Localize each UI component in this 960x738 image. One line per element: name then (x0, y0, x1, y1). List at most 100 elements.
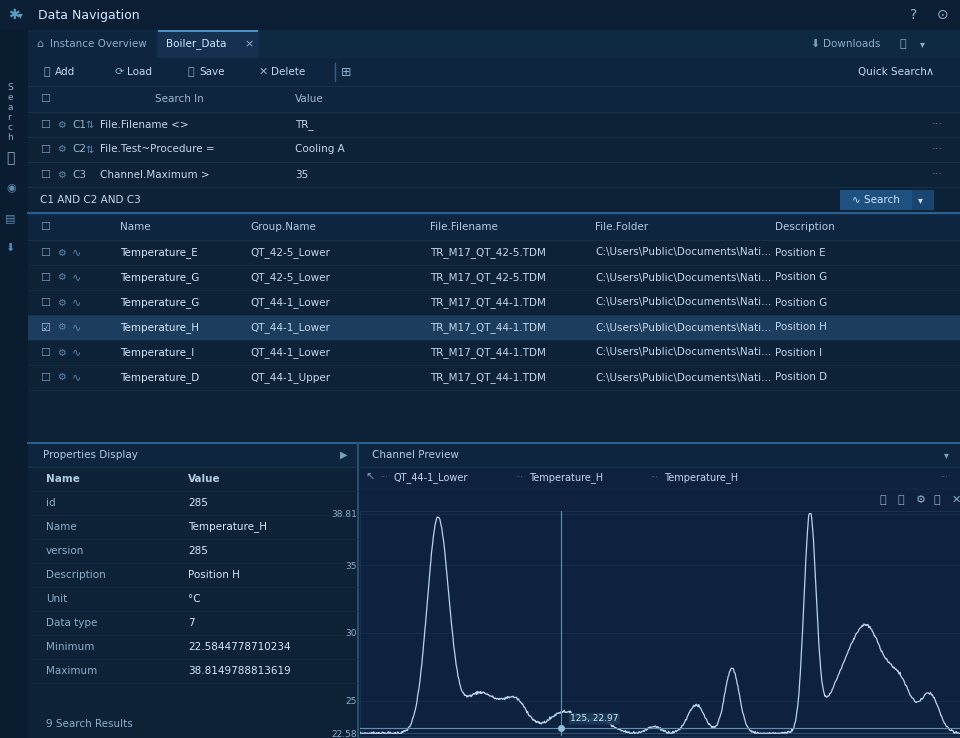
Text: °C: °C (188, 594, 201, 604)
Bar (28, 86, 960, 112)
Text: ∿: ∿ (72, 323, 82, 333)
Text: Temperature_H: Temperature_H (188, 522, 267, 532)
Text: ···: ··· (932, 145, 943, 154)
Text: Search In: Search In (155, 94, 204, 104)
Text: QT_44-1_Lower: QT_44-1_Lower (250, 322, 330, 333)
Bar (28, 315, 960, 340)
Text: File.Filename: File.Filename (430, 222, 498, 232)
Text: Position G: Position G (775, 297, 828, 308)
Text: Channel Preview: Channel Preview (372, 450, 459, 460)
Text: Group.Name: Group.Name (250, 222, 316, 232)
Text: Position G: Position G (775, 272, 828, 283)
Bar (28, 32, 156, 58)
Bar (840, 190, 912, 210)
Text: ···: ··· (380, 474, 388, 483)
Text: ∧: ∧ (926, 67, 934, 77)
Text: Channel.Maximum >: Channel.Maximum > (100, 170, 209, 179)
Text: File.Folder: File.Folder (595, 222, 648, 232)
Text: ☐: ☐ (40, 297, 50, 308)
Text: TR_M17_QT_44-1.TDM: TR_M17_QT_44-1.TDM (430, 347, 546, 358)
Text: ☐: ☐ (40, 373, 50, 382)
Bar (360, 443, 960, 738)
Text: 7: 7 (188, 618, 195, 628)
Text: ☐: ☐ (40, 94, 50, 104)
Text: ⚙: ⚙ (57, 247, 65, 258)
Bar (158, 30, 258, 32)
Text: 22.5844778710234: 22.5844778710234 (188, 642, 291, 652)
Text: ☐: ☐ (40, 348, 50, 357)
Text: Temperature_H: Temperature_H (664, 472, 738, 483)
Text: ⌕: ⌕ (6, 151, 14, 165)
Text: ⚙: ⚙ (57, 272, 65, 283)
Text: ⌂: ⌂ (36, 39, 43, 49)
Text: 125, 22.97: 125, 22.97 (570, 714, 618, 723)
Text: ✱: ✱ (8, 8, 19, 22)
Text: 285: 285 (188, 546, 208, 556)
Bar (28, 563, 358, 587)
Bar (28, 214, 960, 240)
Bar (0, 58, 28, 738)
Text: Description: Description (775, 222, 835, 232)
Text: version: version (46, 546, 84, 556)
Text: ☐: ☐ (40, 272, 50, 283)
Text: Delete: Delete (271, 67, 305, 77)
Bar (28, 365, 960, 390)
Text: ✕: ✕ (952, 495, 960, 505)
Text: ∿ Search: ∿ Search (852, 195, 900, 205)
Text: Position H: Position H (775, 323, 827, 333)
Text: C:\Users\Public\Documents\Nati...: C:\Users\Public\Documents\Nati... (595, 247, 771, 258)
Text: File.Filename <>: File.Filename <> (100, 120, 188, 129)
Text: Cooling A: Cooling A (295, 145, 345, 154)
Text: Temperature_G: Temperature_G (120, 297, 200, 308)
Text: ⚙: ⚙ (57, 170, 65, 179)
Text: r: r (7, 114, 11, 123)
Text: ▾: ▾ (918, 195, 923, 205)
Text: QT_44-1_Upper: QT_44-1_Upper (250, 372, 330, 383)
Text: ☐: ☐ (40, 247, 50, 258)
Text: Save: Save (199, 67, 225, 77)
Text: ∿: ∿ (72, 247, 82, 258)
Text: TR_: TR_ (295, 119, 314, 130)
Text: C1 AND C2 AND C3: C1 AND C2 AND C3 (40, 195, 141, 205)
Text: C:\Users\Public\Documents\Nati...: C:\Users\Public\Documents\Nati... (595, 348, 771, 357)
Text: Position H: Position H (188, 570, 240, 580)
Text: ⇅: ⇅ (85, 145, 93, 154)
Text: C:\Users\Public\Documents\Nati...: C:\Users\Public\Documents\Nati... (595, 373, 771, 382)
Text: Add: Add (55, 67, 75, 77)
Text: C1: C1 (72, 120, 86, 129)
Text: ⬇: ⬇ (810, 39, 820, 49)
Text: ⚙: ⚙ (57, 348, 65, 357)
Text: Maximum: Maximum (46, 666, 97, 676)
Text: ×: × (244, 39, 253, 49)
Text: ⟳: ⟳ (115, 67, 125, 77)
Text: ▾: ▾ (920, 39, 924, 49)
Text: ◉: ◉ (6, 183, 15, 193)
Bar (28, 539, 358, 563)
Bar (28, 340, 960, 365)
Text: Temperature_G: Temperature_G (120, 272, 200, 283)
Bar (28, 162, 960, 187)
Text: Temperature_E: Temperature_E (120, 247, 198, 258)
Bar (28, 443, 960, 738)
Text: 🔍: 🔍 (934, 495, 941, 505)
Bar (28, 137, 960, 162)
Text: TR_M17_QT_42-5.TDM: TR_M17_QT_42-5.TDM (430, 272, 546, 283)
Text: ⚙: ⚙ (57, 297, 65, 308)
Text: C:\Users\Public\Documents\Nati...: C:\Users\Public\Documents\Nati... (595, 297, 771, 308)
Text: ☑: ☑ (40, 323, 50, 333)
Text: QT_42-5_Lower: QT_42-5_Lower (250, 247, 330, 258)
Bar (28, 635, 358, 659)
Text: Name: Name (120, 222, 151, 232)
Text: ···: ··· (932, 120, 943, 129)
Text: id: id (46, 498, 56, 508)
Bar (360, 443, 960, 467)
Text: ☐: ☐ (40, 120, 50, 129)
Text: Temperature_H: Temperature_H (529, 472, 603, 483)
Text: QT_44-1_Lower: QT_44-1_Lower (250, 347, 330, 358)
Text: ∿: ∿ (72, 297, 82, 308)
Bar (0, 30, 960, 58)
Text: Description: Description (46, 570, 106, 580)
Text: Data Navigation: Data Navigation (38, 9, 139, 21)
Text: ?: ? (910, 8, 917, 22)
Text: h: h (7, 134, 12, 142)
